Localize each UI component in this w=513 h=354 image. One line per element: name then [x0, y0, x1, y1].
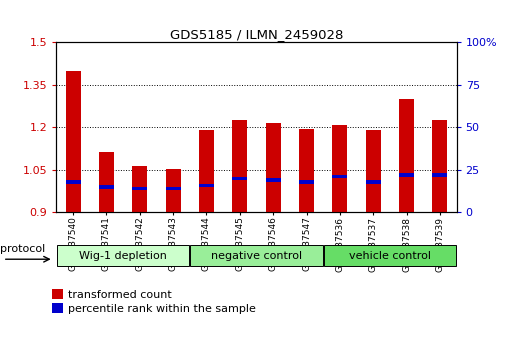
- Bar: [199, 130, 214, 212]
- Bar: [432, 173, 447, 177]
- Bar: [166, 169, 181, 212]
- FancyBboxPatch shape: [324, 245, 456, 266]
- Text: Wig-1 depletion: Wig-1 depletion: [79, 251, 167, 261]
- Bar: [132, 187, 147, 190]
- Text: negative control: negative control: [211, 251, 302, 261]
- Bar: [232, 120, 247, 212]
- Bar: [399, 173, 414, 177]
- Bar: [432, 120, 447, 212]
- Bar: [366, 130, 381, 212]
- Title: GDS5185 / ILMN_2459028: GDS5185 / ILMN_2459028: [170, 28, 343, 41]
- Bar: [299, 180, 314, 183]
- Bar: [66, 71, 81, 212]
- FancyBboxPatch shape: [57, 245, 189, 266]
- Bar: [332, 175, 347, 178]
- Bar: [266, 123, 281, 212]
- Bar: [132, 166, 147, 212]
- Bar: [99, 152, 114, 212]
- Legend: transformed count, percentile rank within the sample: transformed count, percentile rank withi…: [52, 289, 256, 314]
- Bar: [299, 129, 314, 212]
- Bar: [199, 183, 214, 187]
- FancyBboxPatch shape: [190, 245, 323, 266]
- Bar: [232, 177, 247, 180]
- Text: protocol: protocol: [0, 244, 45, 254]
- Bar: [399, 99, 414, 212]
- Bar: [332, 125, 347, 212]
- Text: vehicle control: vehicle control: [349, 251, 431, 261]
- Bar: [166, 187, 181, 190]
- Bar: [66, 180, 81, 183]
- Bar: [266, 178, 281, 182]
- Bar: [366, 180, 381, 183]
- Bar: [99, 185, 114, 189]
